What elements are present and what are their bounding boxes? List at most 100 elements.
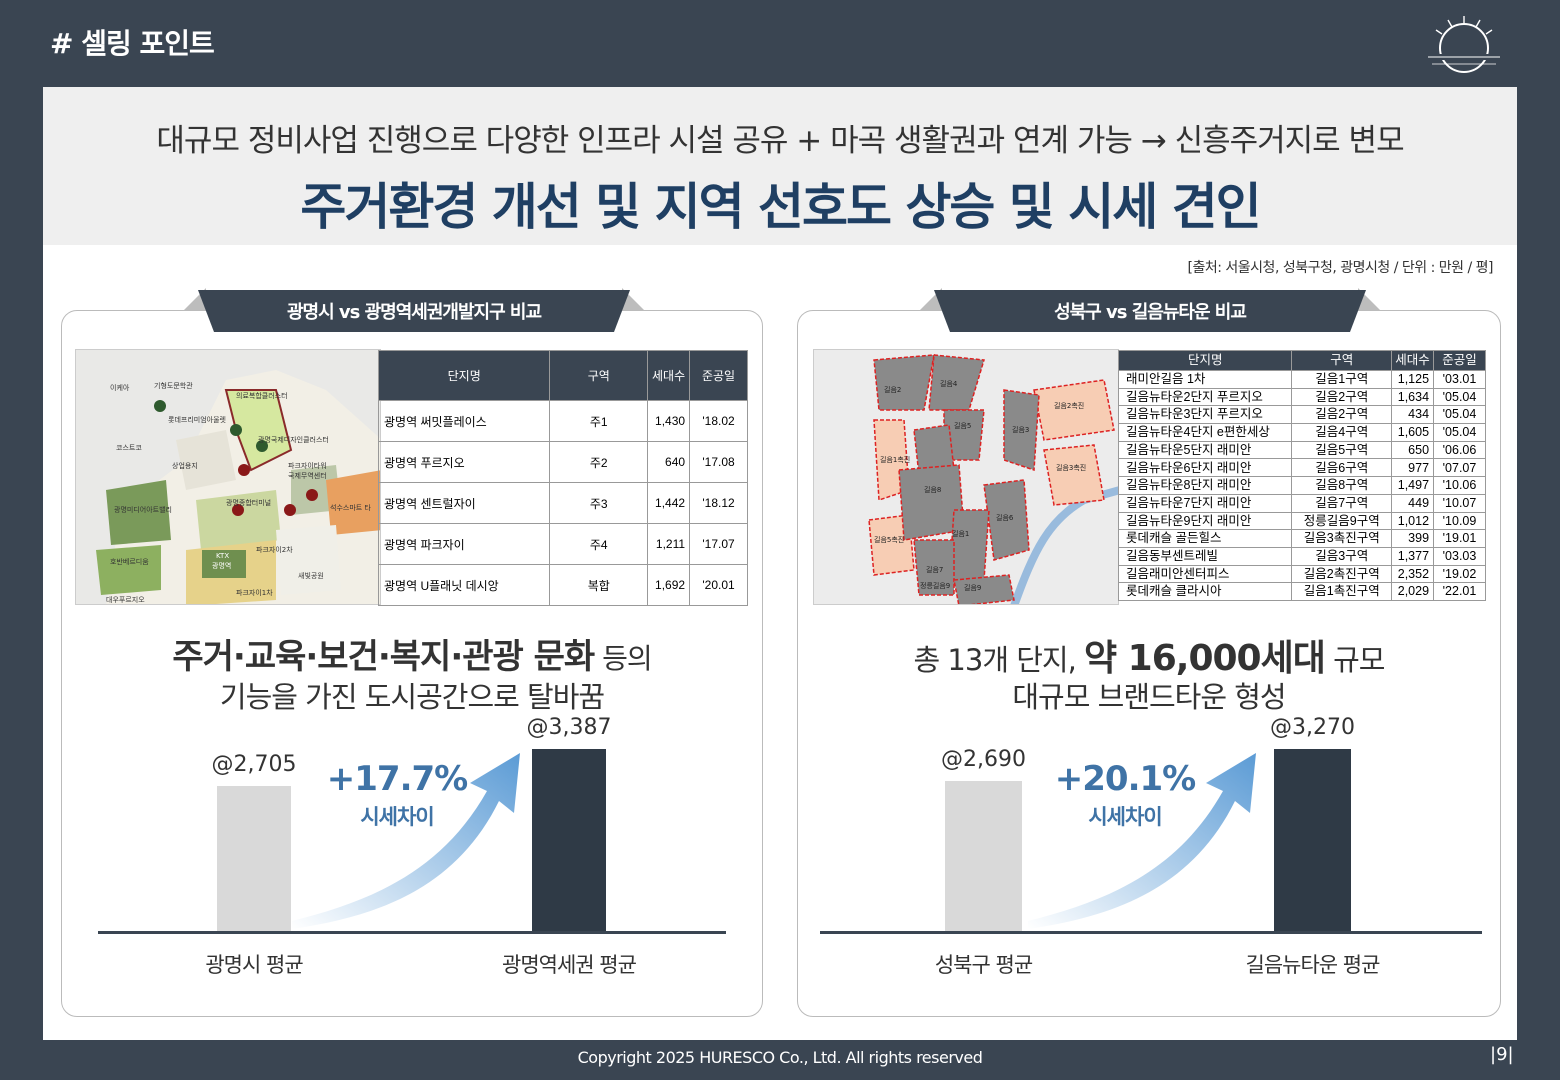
chart-value-label: @3,270 [1270, 715, 1355, 740]
table-row: 롯데캐슬 골든힐스 길음3촉진구역 399'19.01 [1117, 529, 1486, 548]
cell: 길음3촉진구역 [1291, 529, 1393, 548]
cell: 길음뉴타운9단지 래미안 [1117, 511, 1293, 531]
cell: 1,377 [1391, 546, 1435, 566]
cell: 1,125 [1391, 370, 1435, 389]
growth-arrow [292, 753, 520, 929]
header-cell: 구역 [1291, 350, 1393, 371]
statement-line-1: 주거·교육·보건·복지·관광 문화 등의 [62, 629, 762, 678]
svg-text:KTX: KTX [216, 552, 229, 560]
cell: 길음2구역 [1291, 387, 1393, 407]
growth-percent: +20.1% [1054, 759, 1196, 799]
table-row: 래미안길음 1차 길음1구역 1,125'03.01 [1117, 370, 1486, 389]
section-title: # 셀링 포인트 [50, 27, 215, 60]
cell: 1,497 [1391, 476, 1435, 495]
cell: 길음뉴타운6단지 래미안 [1117, 458, 1293, 478]
gileum-map: 길음2 길음4 길음5 길음3 길음2촉진 길음1 길음3촉진 길음6 길음8 길음9 길음7 길… [813, 349, 1119, 605]
growth-percent: +17.7% [326, 759, 468, 799]
cell: '18.12 [689, 482, 748, 524]
cell: '10.09 [1433, 511, 1486, 531]
cell: 길음4구역 [1291, 423, 1393, 442]
cell: 길음8구역 [1291, 476, 1393, 495]
complex-table: 단지명 구역 세대수 준공일 광명역 써밋플레이스 주1 1,430'18.02 광… [377, 350, 748, 606]
table-row: 길음동부센트레빌 길음3구역 1,377'03.03 [1117, 546, 1486, 566]
header-cell: 구역 [549, 350, 649, 401]
cell: 977 [1391, 458, 1435, 478]
table-row: 광명역 푸르지오 주2 640'17.08 [377, 441, 748, 483]
statement-emphasis: 약 16,000세대 [1084, 638, 1326, 679]
gwangmyeong-comparison-card: 광명시 vs 광명역세권개발지구 비교 [61, 288, 763, 1017]
cell: '03.01 [1433, 370, 1486, 389]
svg-text:광명역: 광명역 [212, 561, 231, 570]
page-number: |9| [1490, 1044, 1514, 1065]
table-header-row: 단지명 구역 세대수 준공일 [1117, 350, 1486, 371]
table-row: 길음뉴타운9단지 래미안 정릉길음9구역 1,012'10.09 [1117, 511, 1486, 531]
cell: 길음1구역 [1291, 370, 1393, 389]
chart-value-label: @2,705 [211, 752, 297, 777]
statement-part: 총 13개 단지, [913, 643, 1085, 677]
cell: 주2 [549, 441, 649, 483]
svg-text:길음5촉진: 길음5촉진 [874, 535, 904, 544]
cell: 복합 [549, 564, 649, 606]
cell: '22.01 [1433, 582, 1486, 601]
table-header-row: 단지명 구역 세대수 준공일 [377, 350, 748, 401]
header-cell: 준공일 [689, 350, 748, 401]
table-row: 길음뉴타운8단지 래미안 길음8구역 1,497'10.06 [1117, 476, 1486, 495]
svg-text:광명미디어아트밸리: 광명미디어아트밸리 [114, 505, 172, 514]
cell: 광명역 써밋플레이스 [377, 400, 551, 442]
chart-bar [1274, 749, 1351, 931]
chart-axis [820, 931, 1482, 934]
statement-emphasis: 주거·교육·보건·복지·관광 문화 [172, 637, 595, 677]
header-cell: 준공일 [1433, 350, 1486, 371]
table-row: 길음뉴타운3단지 푸르지오 길음2구역 434'05.04 [1117, 405, 1486, 425]
cell: 래미안길음 1차 [1117, 370, 1293, 389]
svg-text:이케아: 이케아 [110, 383, 130, 392]
table-row: 광명역 U플래닛 데시앙 복합 1,692'20.01 [377, 564, 748, 606]
header-cell: 세대수 [1391, 350, 1435, 371]
table-row: 길음뉴타운5단지 래미안 길음5구역 650'06.06 [1117, 440, 1486, 460]
table-row: 길음뉴타운7단지 래미안 길음7구역 449'10.07 [1117, 493, 1486, 513]
statement-line-1: 총 13개 단지, 약 16,000세대 규모 [798, 629, 1500, 681]
cell: 1,211 [647, 523, 691, 565]
cell: '17.08 [689, 441, 748, 483]
table-row: 길음뉴타운6단지 래미안 길음6구역 977'07.07 [1117, 458, 1486, 478]
complex-table: 단지명 구역 세대수 준공일 래미안길음 1차 길음1구역 1,125'03.01 길… [1117, 350, 1486, 601]
statement-line-2: 기능을 가진 도시공간으로 탈바꿈 [219, 680, 605, 714]
chart-category-label: 광명역세권 평균 [502, 953, 637, 977]
svg-text:길음2촉진: 길음2촉진 [1054, 401, 1084, 410]
table-row: 광명역 센트럴자이 주3 1,442'18.12 [377, 482, 748, 524]
svg-text:새빛공원: 새빛공원 [298, 571, 324, 580]
svg-text:파크자이1차: 파크자이1차 [236, 588, 273, 597]
svg-text:광명국제디자인클러스터: 광명국제디자인클러스터 [258, 435, 329, 444]
cell: 길음2촉진구역 [1291, 564, 1393, 584]
svg-text:길음8: 길음8 [924, 486, 941, 494]
cell: '05.04 [1433, 405, 1486, 425]
cell: 길음뉴타운2단지 푸르지오 [1117, 387, 1293, 407]
svg-text:길음3촉진: 길음3촉진 [1056, 463, 1086, 472]
cell: 광명역 파크자이 [377, 523, 551, 565]
growth-arrow [1028, 753, 1256, 929]
statement-rest: 등의 [594, 642, 653, 675]
cell: 주1 [549, 400, 649, 442]
copyright: Copyright 2025 HURESCO Co., Ltd. All rig… [577, 1048, 983, 1067]
cell: 640 [647, 441, 691, 483]
cell: 399 [1391, 529, 1435, 548]
cell: '06.06 [1433, 440, 1486, 460]
cell: 광명역 푸르지오 [377, 441, 551, 483]
cell: '20.01 [689, 564, 748, 606]
cell: 정릉길음9구역 [1291, 511, 1393, 531]
cell: 1,430 [647, 400, 691, 442]
cell: 1,634 [1391, 387, 1435, 407]
svg-text:파크자이2차: 파크자이2차 [256, 545, 293, 554]
cell: 길음6구역 [1291, 458, 1393, 478]
cell: 2,029 [1391, 582, 1435, 601]
chart-bar [532, 749, 606, 931]
table-row: 길음래미안센터피스 길음2촉진구역 2,352'19.02 [1117, 564, 1486, 584]
header-cell: 단지명 [377, 350, 551, 401]
table-row: 광명역 파크자이 주4 1,211'17.07 [377, 523, 748, 565]
cell: '19.01 [1433, 529, 1486, 548]
table-row: 길음뉴타운4단지 e편한세상 길음4구역 1,605'05.04 [1117, 423, 1486, 442]
svg-text:코스트코: 코스트코 [116, 444, 142, 452]
cell: 434 [1391, 405, 1435, 425]
cell: 길음뉴타운5단지 래미안 [1117, 440, 1293, 460]
cell: 1,605 [1391, 423, 1435, 442]
